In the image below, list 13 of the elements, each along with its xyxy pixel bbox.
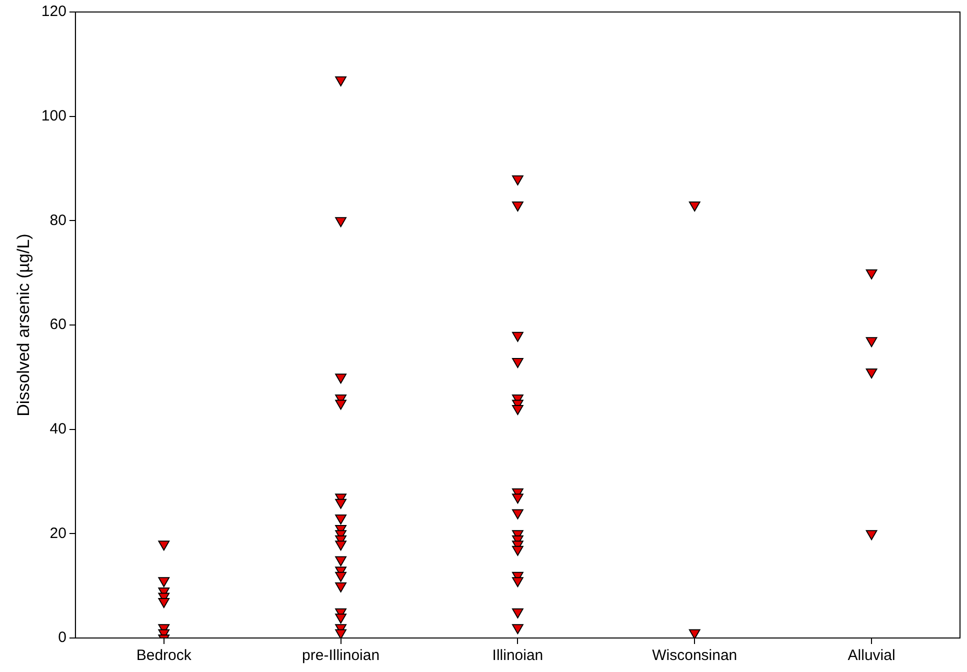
y-tick-label: 60 [50, 316, 66, 334]
x-tick-label: Alluvial [848, 647, 896, 664]
y-tick-label: 20 [50, 524, 66, 542]
y-tick-label: 120 [41, 3, 66, 20]
y-tick-label: 40 [50, 420, 66, 438]
y-tick-label: 100 [41, 107, 66, 124]
y-tick-label: 80 [50, 212, 66, 229]
y-axis-title: Dissolved arsenic (µg/L) [14, 234, 33, 416]
x-tick-label: Wisconsinan [652, 647, 738, 664]
y-tick-label: 0 [58, 629, 66, 646]
x-tick-label: Bedrock [136, 647, 192, 664]
x-tick-label: pre-Illinoian [302, 647, 380, 664]
x-tick-label: Illinoian [492, 647, 544, 664]
